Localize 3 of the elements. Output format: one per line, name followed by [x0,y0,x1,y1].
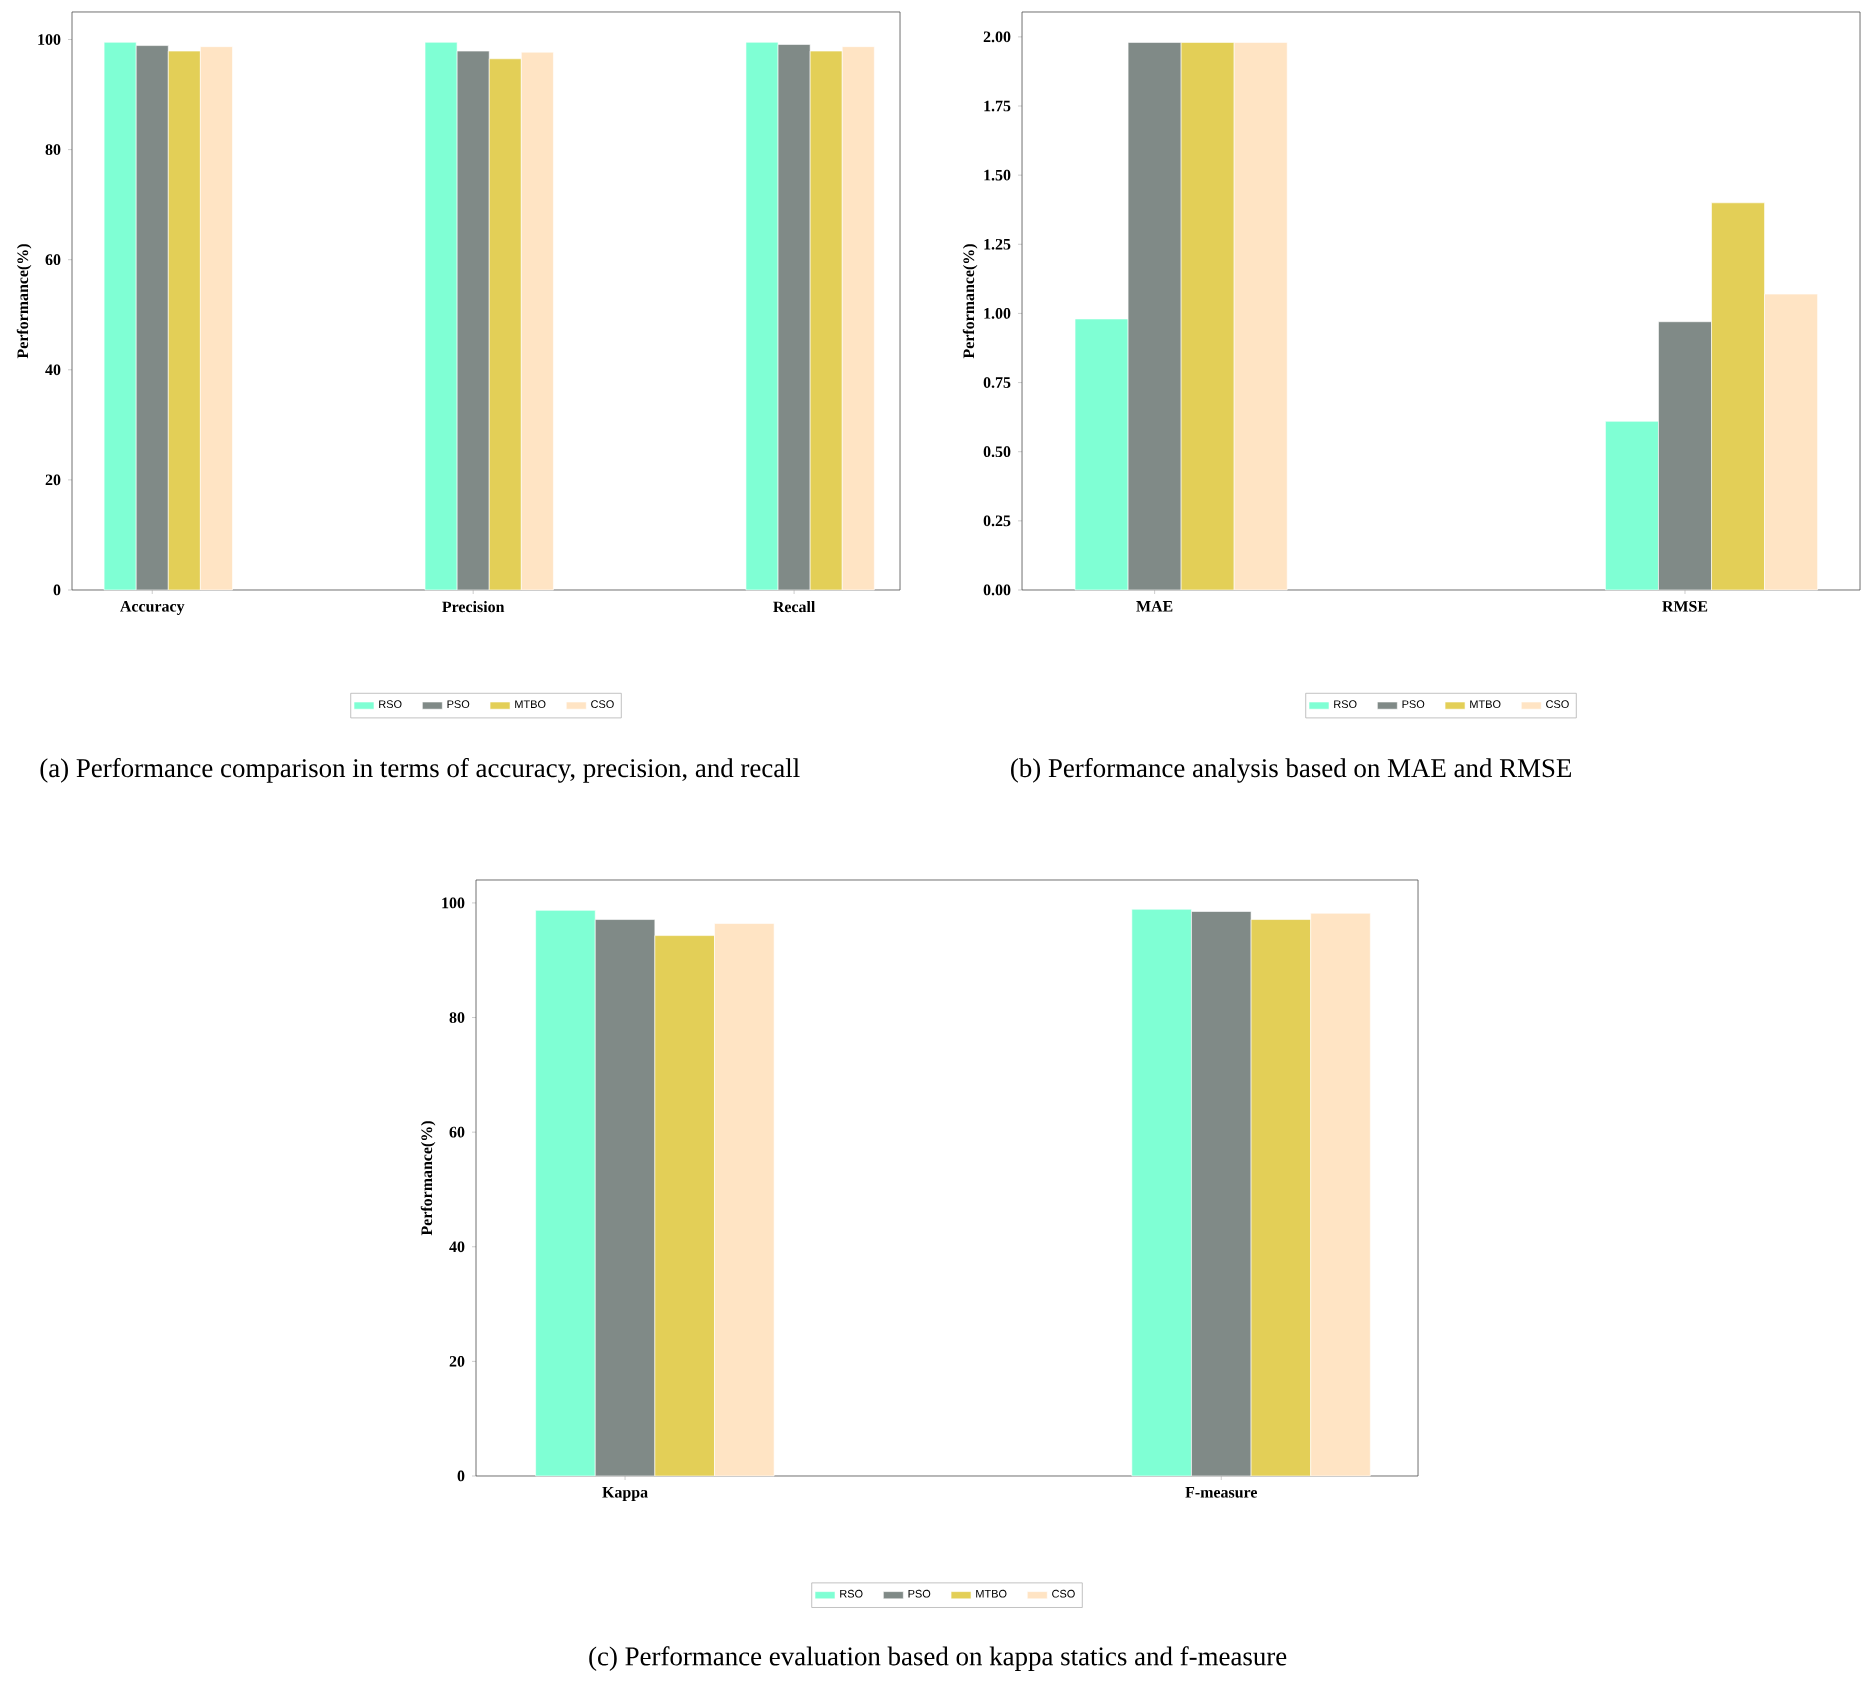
text: (b) Performance analysis based on MAE and RMSE [1011,758,1572,783]
text: (a) Performance comparison in terms of accuracy, precision, and recall [40,758,800,783]
text: (c) Performance evaluation based on kappa statics and f-measure [589,1646,1287,1671]
